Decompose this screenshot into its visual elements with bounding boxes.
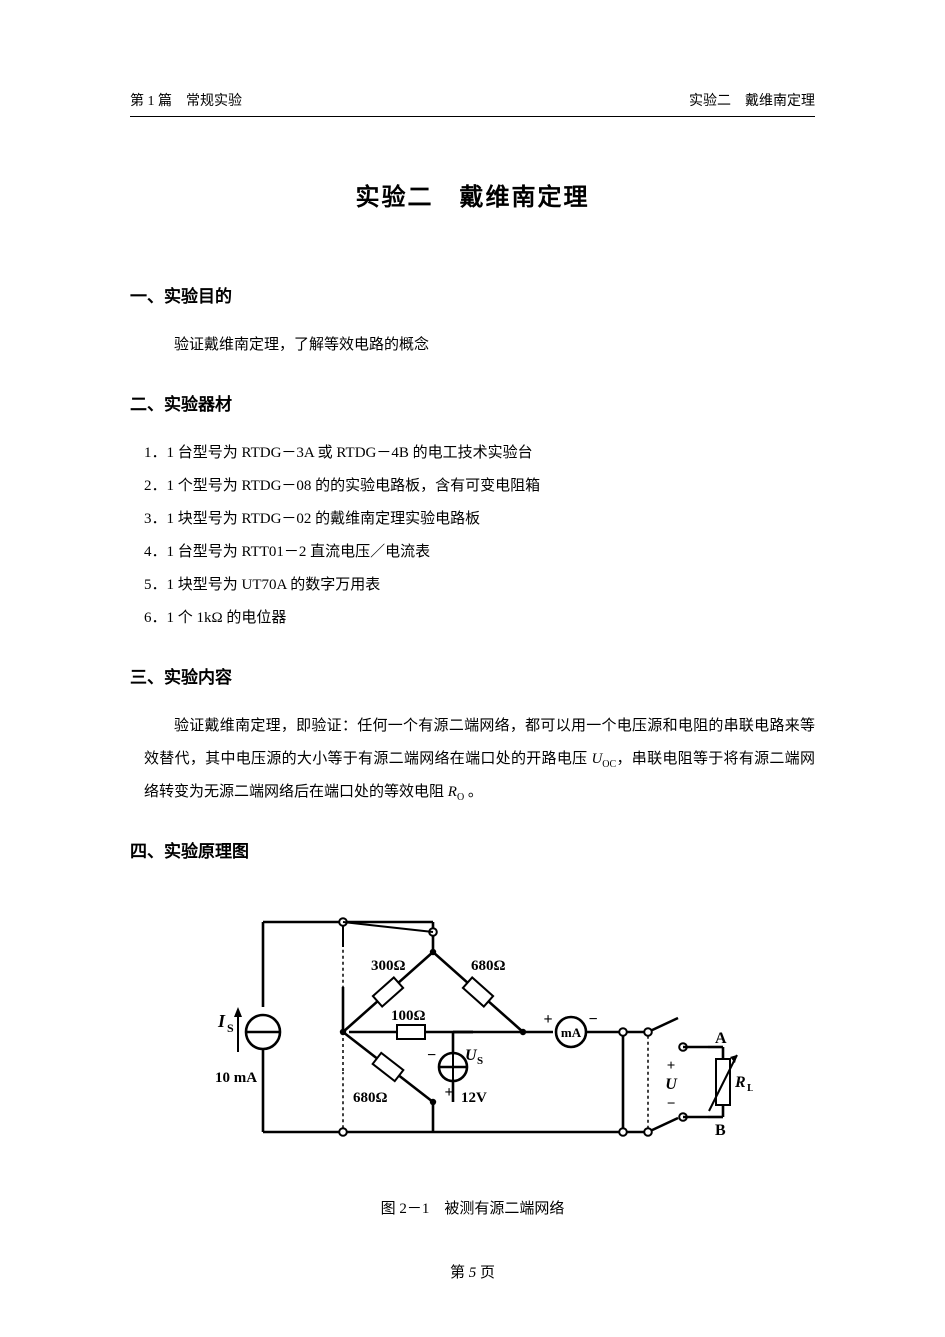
- section-1-heading: 一、实验目的: [130, 282, 815, 307]
- page-footer: 第 5 页: [0, 1261, 945, 1282]
- document-title: 实验二 戴维南定理: [130, 177, 815, 212]
- svg-text:I: I: [217, 1011, 226, 1031]
- svg-text:+: +: [444, 1084, 453, 1101]
- section-3-text: 验证戴维南定理，即验证：任何一个有源二端网络，都可以用一个电压源和电阻的串联电路…: [144, 710, 815, 809]
- svg-text:S: S: [477, 1055, 483, 1067]
- page-header: 第 1 篇 常规实验 实验二 戴维南定理: [130, 90, 815, 117]
- svg-text:+: +: [666, 1058, 675, 1074]
- circuit-figure: IS10 mA300Ω680Ω100Ω680ΩUS−+12VmA+−AB+U−R…: [130, 892, 815, 1177]
- svg-text:12V: 12V: [461, 1090, 487, 1106]
- figure-caption: 图 2－1 被测有源二端网络: [130, 1197, 815, 1218]
- svg-text:680Ω: 680Ω: [353, 1090, 388, 1106]
- equipment-item-3: 3．1 块型号为 RTDG－02 的戴维南定理实验电路板: [144, 503, 815, 536]
- header-left: 第 1 篇 常规实验: [130, 90, 242, 110]
- svg-text:−: −: [427, 1047, 436, 1064]
- svg-text:R: R: [734, 1074, 746, 1091]
- svg-text:300Ω: 300Ω: [371, 958, 406, 974]
- svg-text:100Ω: 100Ω: [391, 1008, 426, 1024]
- svg-text:mA: mA: [560, 1025, 581, 1040]
- equipment-item-5: 5．1 块型号为 UT70A 的数字万用表: [144, 569, 815, 602]
- svg-text:A: A: [715, 1030, 727, 1047]
- equipment-item-2: 2．1 个型号为 RTDG－08 的的实验电路板，含有可变电阻箱: [144, 470, 815, 503]
- section-2-heading: 二、实验器材: [130, 390, 815, 415]
- equipment-item-1: 1．1 台型号为 RTDG－3A 或 RTDG－4B 的电工技术实验台: [144, 437, 815, 470]
- svg-text:680Ω: 680Ω: [471, 958, 506, 974]
- circuit-diagram: IS10 mA300Ω680Ω100Ω680ΩUS−+12VmA+−AB+U−R…: [193, 892, 753, 1172]
- svg-text:+: +: [543, 1011, 552, 1028]
- header-right: 实验二 戴维南定理: [689, 90, 815, 110]
- equipment-item-6: 6．1 个 1kΩ 的电位器: [144, 602, 815, 635]
- section-3-heading: 三、实验内容: [130, 663, 815, 688]
- svg-text:10 mA: 10 mA: [215, 1070, 257, 1086]
- svg-text:−: −: [588, 1011, 597, 1028]
- section-1-text: 验证戴维南定理，了解等效电路的概念: [144, 329, 815, 362]
- svg-text:L: L: [747, 1082, 753, 1094]
- equipment-item-4: 4．1 台型号为 RTT01－2 直流电压／电流表: [144, 536, 815, 569]
- section-4-heading: 四、实验原理图: [130, 837, 815, 862]
- svg-text:S: S: [227, 1021, 234, 1035]
- svg-text:B: B: [715, 1122, 726, 1139]
- svg-text:U: U: [665, 1076, 678, 1093]
- svg-text:−: −: [666, 1096, 675, 1112]
